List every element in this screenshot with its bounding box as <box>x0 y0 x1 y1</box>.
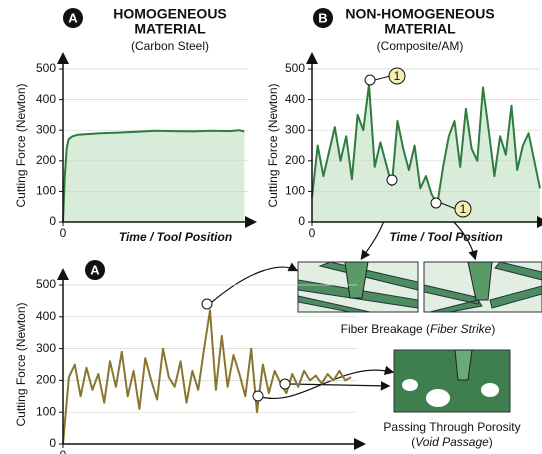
infographic: Fiber Breakage (Fiber Strike) Passing Th… <box>0 0 542 454</box>
y-axis-label: Cutting Force (Newton) <box>14 302 28 426</box>
connector <box>290 384 388 386</box>
caption-part: Fiber Strike <box>430 322 492 336</box>
event-marker <box>202 299 212 309</box>
y-tick-label: 500 <box>36 61 56 75</box>
y-tick-label: 500 <box>36 277 56 291</box>
y-tick-label: 100 <box>36 404 56 418</box>
callout-line <box>375 76 390 80</box>
badge-label: B <box>318 10 327 25</box>
caption: (Void Passage) <box>411 435 493 449</box>
chart-title: HOMOGENEOUS <box>113 6 227 22</box>
y-tick-label: 500 <box>285 61 305 75</box>
chart-title: NON-HOMOGENEOUS <box>345 6 494 22</box>
chart-title: MATERIAL <box>134 21 206 37</box>
y-tick-label: 300 <box>36 122 56 136</box>
x-tick-label: 0 <box>60 448 67 454</box>
caption-part: Void Passage <box>415 435 489 449</box>
caption-part: ) <box>491 322 495 336</box>
y-tick-label: 100 <box>36 184 56 198</box>
y-axis-label: Cutting Force (Newton) <box>266 83 280 207</box>
line <box>63 310 351 444</box>
y-tick-label: 300 <box>36 341 56 355</box>
callout-label: 1 <box>394 69 401 83</box>
connector <box>212 267 296 302</box>
y-tick-label: 300 <box>285 122 305 136</box>
event-marker <box>280 379 290 389</box>
caption-part: Fiber Breakage ( <box>341 322 430 336</box>
y-axis-label: Cutting Force (Newton) <box>14 83 28 207</box>
caption: Passing Through Porosity <box>383 420 520 434</box>
marker-circle <box>365 75 375 85</box>
chart-subtitle: (Carbon Steel) <box>131 39 209 53</box>
caption-part: ) <box>489 435 493 449</box>
chart-title: MATERIAL <box>384 21 456 37</box>
marker-circle <box>431 198 441 208</box>
y-tick-label: 200 <box>36 373 56 387</box>
x-axis-label: Time / Tool Position <box>389 230 502 244</box>
y-tick-label: 100 <box>285 184 305 198</box>
badge-label: A <box>90 262 100 277</box>
badge-label: A <box>68 10 78 25</box>
callout-label: 1 <box>460 202 467 216</box>
x-tick-label: 0 <box>309 226 316 240</box>
y-tick-label: 400 <box>36 92 56 106</box>
area <box>63 130 244 222</box>
illustration-fiber-1 <box>298 262 418 312</box>
y-tick-label: 400 <box>285 92 305 106</box>
y-tick-label: 0 <box>49 436 56 450</box>
y-tick-label: 400 <box>36 309 56 323</box>
illustration-fiber-2 <box>424 262 542 312</box>
y-tick-label: 0 <box>298 214 305 228</box>
y-tick-label: 200 <box>285 153 305 167</box>
event-marker <box>387 175 397 185</box>
event-marker <box>253 391 263 401</box>
y-tick-label: 0 <box>49 214 56 228</box>
x-axis-label: Time / Tool Position <box>119 230 232 244</box>
caption: Fiber Breakage (Fiber Strike) <box>341 322 496 336</box>
x-tick-label: 0 <box>60 226 67 240</box>
illustration-void <box>394 350 510 412</box>
chart-subtitle: (Composite/AM) <box>377 39 464 53</box>
y-tick-label: 200 <box>36 153 56 167</box>
